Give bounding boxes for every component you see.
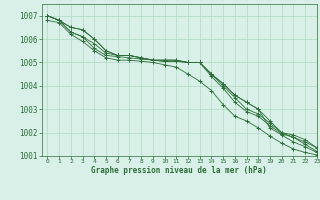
X-axis label: Graphe pression niveau de la mer (hPa): Graphe pression niveau de la mer (hPa) — [91, 166, 267, 175]
